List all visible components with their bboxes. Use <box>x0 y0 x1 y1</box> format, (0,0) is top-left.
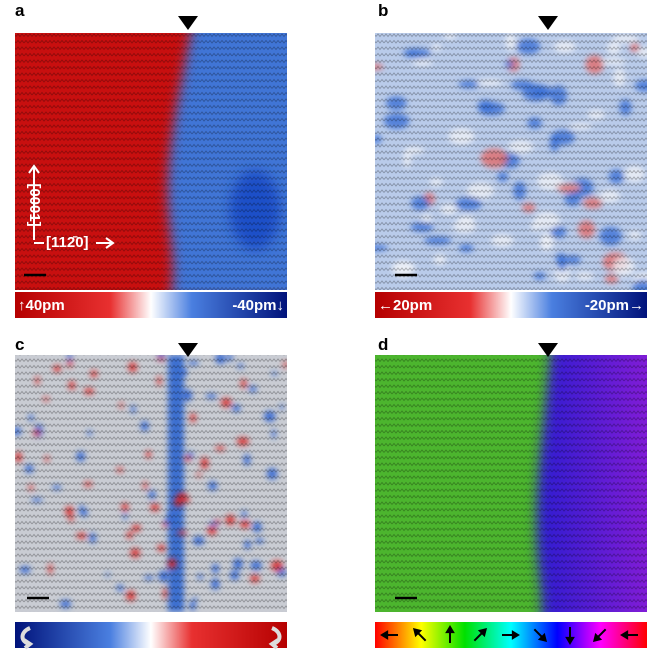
panel-d-image <box>375 355 647 612</box>
panel-c-image <box>15 355 287 612</box>
direction-arrows <box>380 625 638 645</box>
colorbar <box>15 622 287 648</box>
panel-label: b <box>378 1 388 20</box>
rotation-icon <box>20 626 34 650</box>
axis-arrow <box>96 237 115 249</box>
arrow-head <box>592 632 603 643</box>
panel-a-image <box>15 33 287 290</box>
arrow-head <box>412 627 423 638</box>
arrow-head <box>565 636 575 645</box>
colorbar <box>15 292 287 318</box>
panel-label: c <box>15 335 24 354</box>
panel-label: a <box>15 1 25 20</box>
panel-label: d <box>378 335 388 354</box>
domain-wall-marker <box>178 16 198 30</box>
colorbar-label: -40pm↓ <box>232 297 284 314</box>
arrow-head <box>380 630 389 640</box>
colorbar-label: ←20pm <box>378 297 432 314</box>
domain-wall-marker <box>538 343 558 357</box>
domain-wall-marker <box>538 16 558 30</box>
axis-annotation: [112̄0] <box>46 234 89 251</box>
arrow-head <box>445 625 455 634</box>
colorbar-label: -20pm→ <box>585 297 644 314</box>
rotation-icon <box>268 626 282 650</box>
arrow-head <box>537 632 548 643</box>
colorbar <box>375 292 647 318</box>
axis-arrows <box>28 164 44 244</box>
domain-wall-marker <box>178 343 198 357</box>
arrow-head <box>620 630 629 640</box>
panel-b-image <box>375 33 647 290</box>
colorbar-label: ↑40pm <box>18 297 65 314</box>
arrow-head <box>511 630 520 640</box>
arrow-head <box>477 627 488 638</box>
